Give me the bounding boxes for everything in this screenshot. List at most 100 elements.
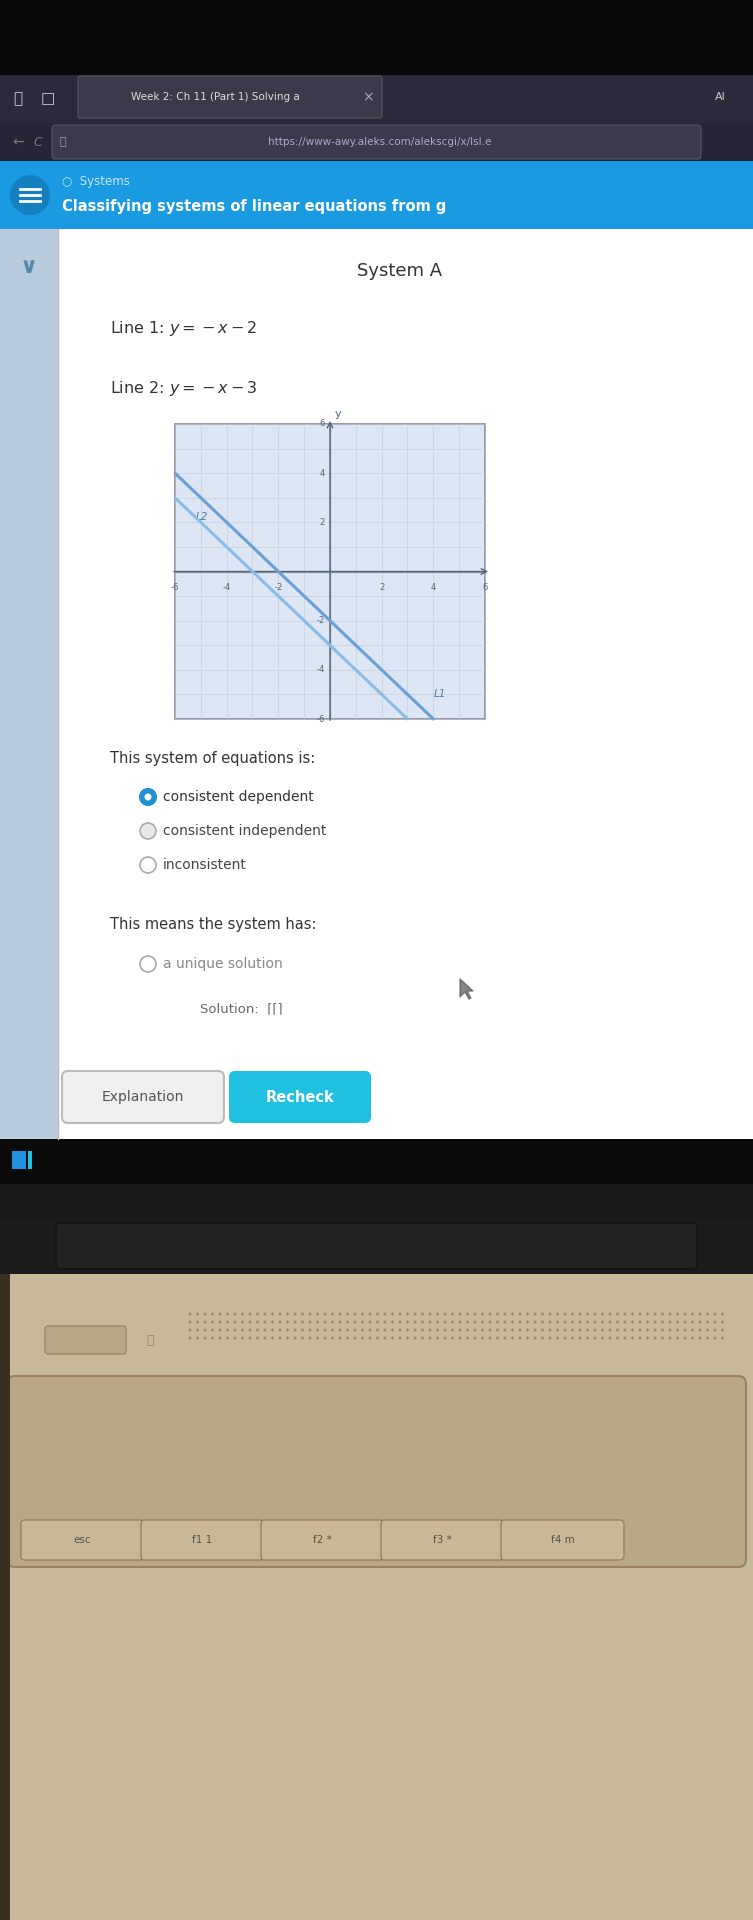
Text: ⭘: ⭘ bbox=[146, 1334, 154, 1346]
Circle shape bbox=[361, 1321, 364, 1323]
Circle shape bbox=[511, 1321, 514, 1323]
Circle shape bbox=[504, 1329, 507, 1331]
Circle shape bbox=[383, 1321, 386, 1323]
Circle shape bbox=[661, 1313, 664, 1315]
Circle shape bbox=[519, 1336, 522, 1340]
Circle shape bbox=[616, 1336, 619, 1340]
Circle shape bbox=[271, 1313, 274, 1315]
Circle shape bbox=[241, 1336, 244, 1340]
Circle shape bbox=[466, 1336, 469, 1340]
Circle shape bbox=[286, 1336, 289, 1340]
Circle shape bbox=[428, 1313, 431, 1315]
Circle shape bbox=[593, 1329, 596, 1331]
Circle shape bbox=[286, 1329, 289, 1331]
Circle shape bbox=[428, 1321, 431, 1323]
Circle shape bbox=[466, 1321, 469, 1323]
Circle shape bbox=[714, 1329, 717, 1331]
FancyBboxPatch shape bbox=[12, 1150, 26, 1169]
FancyBboxPatch shape bbox=[0, 0, 753, 75]
Circle shape bbox=[444, 1329, 447, 1331]
FancyBboxPatch shape bbox=[21, 1521, 144, 1559]
Text: 6: 6 bbox=[483, 582, 488, 591]
Circle shape bbox=[669, 1336, 672, 1340]
FancyBboxPatch shape bbox=[0, 161, 753, 228]
Circle shape bbox=[631, 1313, 634, 1315]
Circle shape bbox=[353, 1321, 356, 1323]
Text: https://www-awy.aleks.com/alekscgi/x/lsl.e: https://www-awy.aleks.com/alekscgi/x/lsl… bbox=[268, 136, 492, 148]
Circle shape bbox=[241, 1329, 244, 1331]
Circle shape bbox=[211, 1336, 214, 1340]
Text: f3 *: f3 * bbox=[433, 1534, 452, 1546]
Text: -2: -2 bbox=[274, 582, 282, 591]
Circle shape bbox=[563, 1329, 566, 1331]
FancyBboxPatch shape bbox=[45, 1327, 126, 1354]
Circle shape bbox=[481, 1336, 484, 1340]
FancyBboxPatch shape bbox=[141, 1521, 264, 1559]
Circle shape bbox=[188, 1329, 191, 1331]
Circle shape bbox=[301, 1336, 304, 1340]
Text: ○  Systems: ○ Systems bbox=[62, 175, 130, 188]
Circle shape bbox=[391, 1329, 394, 1331]
Circle shape bbox=[398, 1321, 401, 1323]
Circle shape bbox=[556, 1329, 559, 1331]
Circle shape bbox=[721, 1329, 724, 1331]
Circle shape bbox=[496, 1329, 499, 1331]
Circle shape bbox=[706, 1313, 709, 1315]
Circle shape bbox=[271, 1336, 274, 1340]
Circle shape bbox=[309, 1313, 312, 1315]
Circle shape bbox=[196, 1336, 199, 1340]
Circle shape bbox=[376, 1313, 379, 1315]
Text: System A: System A bbox=[358, 261, 443, 280]
Circle shape bbox=[691, 1336, 694, 1340]
Circle shape bbox=[623, 1321, 626, 1323]
FancyBboxPatch shape bbox=[58, 228, 753, 1139]
Circle shape bbox=[631, 1336, 634, 1340]
Circle shape bbox=[421, 1336, 424, 1340]
Circle shape bbox=[421, 1313, 424, 1315]
Text: consistent dependent: consistent dependent bbox=[163, 789, 314, 804]
Text: Week 2: Ch 11 (Part 1) Solving a: Week 2: Ch 11 (Part 1) Solving a bbox=[130, 92, 300, 102]
Circle shape bbox=[398, 1313, 401, 1315]
Circle shape bbox=[211, 1321, 214, 1323]
Circle shape bbox=[353, 1329, 356, 1331]
Circle shape bbox=[676, 1336, 679, 1340]
FancyBboxPatch shape bbox=[501, 1521, 624, 1559]
Circle shape bbox=[721, 1321, 724, 1323]
FancyBboxPatch shape bbox=[0, 1275, 753, 1920]
Circle shape bbox=[264, 1329, 267, 1331]
Circle shape bbox=[256, 1313, 259, 1315]
Circle shape bbox=[145, 793, 151, 801]
Circle shape bbox=[489, 1313, 492, 1315]
Circle shape bbox=[368, 1336, 371, 1340]
Text: Line 2: $y = -x - 3$: Line 2: $y = -x - 3$ bbox=[110, 380, 258, 399]
Circle shape bbox=[218, 1313, 221, 1315]
Circle shape bbox=[218, 1336, 221, 1340]
Circle shape bbox=[661, 1336, 664, 1340]
Circle shape bbox=[699, 1313, 702, 1315]
Circle shape bbox=[676, 1329, 679, 1331]
Circle shape bbox=[413, 1321, 416, 1323]
Circle shape bbox=[203, 1321, 206, 1323]
Circle shape bbox=[361, 1336, 364, 1340]
Circle shape bbox=[196, 1321, 199, 1323]
Circle shape bbox=[406, 1313, 409, 1315]
Polygon shape bbox=[460, 979, 473, 998]
Text: y: y bbox=[335, 409, 342, 419]
Circle shape bbox=[639, 1329, 642, 1331]
Circle shape bbox=[616, 1313, 619, 1315]
Circle shape bbox=[279, 1336, 282, 1340]
Text: f4 m: f4 m bbox=[550, 1534, 575, 1546]
Circle shape bbox=[211, 1329, 214, 1331]
Circle shape bbox=[654, 1329, 657, 1331]
Text: □: □ bbox=[41, 92, 55, 106]
Circle shape bbox=[623, 1313, 626, 1315]
Text: -6: -6 bbox=[316, 714, 325, 724]
Circle shape bbox=[346, 1313, 349, 1315]
Circle shape bbox=[301, 1313, 304, 1315]
Text: L2: L2 bbox=[196, 513, 208, 522]
Circle shape bbox=[504, 1313, 507, 1315]
Circle shape bbox=[383, 1329, 386, 1331]
Circle shape bbox=[541, 1336, 544, 1340]
Text: ∨: ∨ bbox=[20, 257, 38, 276]
Circle shape bbox=[556, 1313, 559, 1315]
